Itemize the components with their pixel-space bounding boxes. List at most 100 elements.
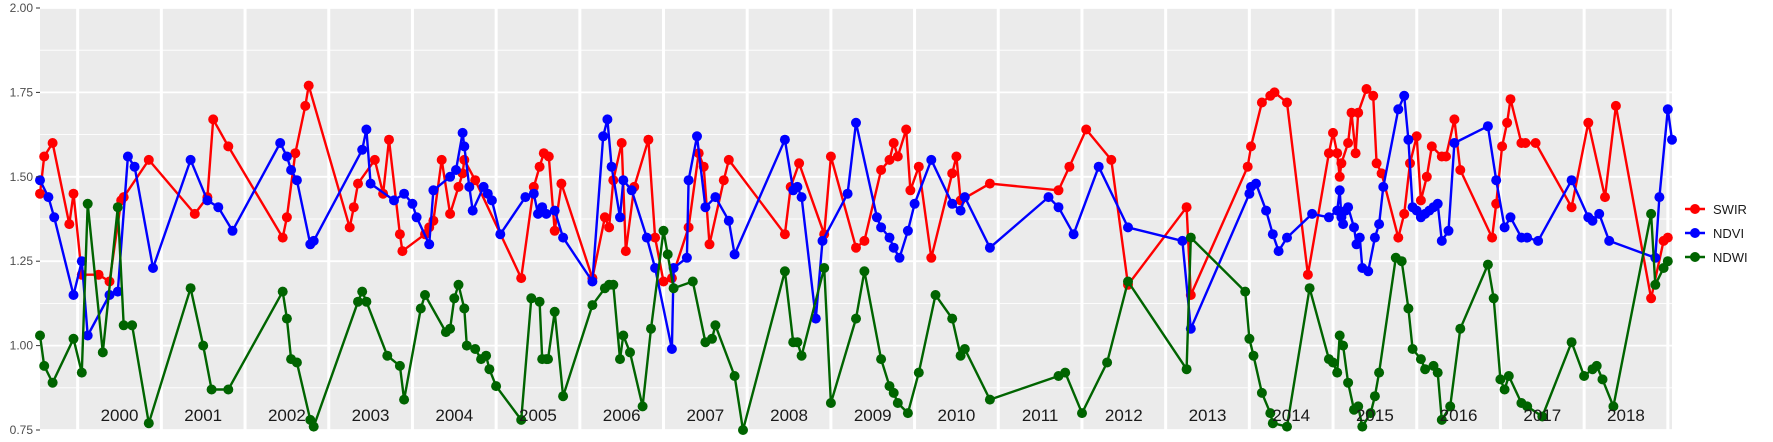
data-point-ndwi bbox=[47, 377, 58, 388]
year-label: 2003 bbox=[352, 406, 390, 425]
data-point-ndvi bbox=[1369, 232, 1380, 243]
data-point-ndwi bbox=[1415, 354, 1426, 365]
data-point-swir bbox=[718, 175, 729, 186]
data-point-swir bbox=[281, 212, 292, 223]
data-point-ndwi bbox=[1396, 256, 1407, 267]
data-point-ndvi bbox=[1349, 222, 1359, 233]
data-point-ndwi bbox=[913, 367, 924, 378]
data-point-ndwi bbox=[491, 381, 502, 392]
data-point-ndvi bbox=[1273, 246, 1284, 257]
data-point-ndwi bbox=[420, 290, 430, 300]
data-point-swir bbox=[1600, 192, 1610, 203]
data-point-swir bbox=[984, 178, 995, 189]
data-point-ndvi bbox=[894, 252, 905, 263]
data-point-ndvi bbox=[1363, 266, 1374, 277]
data-point-swir bbox=[64, 219, 75, 230]
data-point-ndvi bbox=[49, 212, 60, 223]
data-point-swir bbox=[1106, 154, 1117, 165]
data-point-swir bbox=[1646, 293, 1657, 304]
data-point-swir bbox=[951, 151, 962, 162]
data-point-ndwi bbox=[710, 320, 721, 331]
data-point-swir bbox=[1323, 148, 1334, 159]
data-point-ndvi bbox=[947, 198, 958, 209]
data-point-ndwi bbox=[587, 300, 598, 311]
data-point-ndwi bbox=[707, 333, 717, 344]
data-point-swir bbox=[303, 80, 314, 91]
data-point-ndwi bbox=[959, 344, 970, 354]
data-point-ndwi bbox=[1432, 367, 1443, 378]
data-point-swir bbox=[1662, 232, 1673, 243]
y-tick-label: 0.75 bbox=[10, 423, 34, 437]
y-tick-label: 1.75 bbox=[10, 85, 34, 99]
data-point-ndwi bbox=[1503, 371, 1514, 381]
data-point-ndwi bbox=[1282, 421, 1292, 432]
year-label: 2007 bbox=[686, 406, 724, 425]
data-point-ndvi bbox=[876, 222, 887, 233]
data-point-swir bbox=[1487, 232, 1498, 243]
data-point-ndwi bbox=[76, 367, 87, 378]
data-point-swir bbox=[1502, 117, 1513, 128]
data-point-ndwi bbox=[1334, 330, 1345, 341]
year-label: 2008 bbox=[770, 406, 808, 425]
data-point-ndvi bbox=[82, 330, 93, 341]
data-point-swir bbox=[543, 151, 554, 162]
data-point-ndvi bbox=[357, 144, 368, 155]
data-point-swir bbox=[1393, 232, 1404, 243]
data-point-ndvi bbox=[286, 165, 297, 175]
data-point-ndwi bbox=[470, 344, 481, 354]
data-point-ndwi bbox=[1185, 232, 1196, 243]
data-point-ndwi bbox=[851, 313, 861, 324]
data-point-ndvi bbox=[112, 286, 123, 297]
year-label: 2004 bbox=[435, 406, 473, 425]
data-point-ndvi bbox=[641, 232, 652, 243]
y-tick-label: 1.50 bbox=[10, 170, 34, 184]
data-point-ndvi bbox=[558, 232, 569, 243]
data-point-ndvi bbox=[428, 185, 439, 196]
data-point-ndvi bbox=[1594, 208, 1605, 219]
data-point-swir bbox=[926, 252, 937, 263]
data-point-ndwi bbox=[534, 296, 545, 307]
data-point-ndwi bbox=[1343, 377, 1354, 388]
data-point-swir bbox=[888, 138, 899, 148]
data-point-ndwi bbox=[1248, 350, 1259, 361]
data-point-ndvi bbox=[148, 263, 158, 273]
data-point-ndwi bbox=[1499, 384, 1510, 395]
data-point-ndvi bbox=[1499, 222, 1510, 233]
data-point-swir bbox=[1242, 161, 1253, 172]
data-point-swir bbox=[905, 185, 916, 196]
data-point-ndvi bbox=[1654, 192, 1665, 203]
data-point-ndwi bbox=[399, 394, 410, 405]
data-point-ndvi bbox=[842, 188, 853, 199]
data-point-ndvi bbox=[1261, 205, 1272, 216]
data-point-ndwi bbox=[902, 408, 913, 419]
data-point-ndwi bbox=[461, 340, 472, 351]
data-point-ndvi bbox=[1354, 232, 1365, 243]
data-point-ndwi bbox=[792, 337, 803, 348]
data-point-swir bbox=[1081, 124, 1092, 135]
data-point-swir bbox=[1328, 127, 1338, 138]
data-point-swir bbox=[1399, 208, 1410, 219]
data-point-swir bbox=[1368, 90, 1379, 101]
legend-key-ndwi bbox=[1690, 252, 1700, 262]
data-point-ndwi bbox=[445, 323, 456, 334]
data-point-swir bbox=[344, 222, 355, 233]
data-point-ndwi bbox=[394, 360, 405, 371]
legend-label-swir: SWIR bbox=[1713, 202, 1747, 217]
data-point-ndwi bbox=[361, 296, 372, 307]
data-point-swir bbox=[723, 154, 734, 165]
year-label: 2016 bbox=[1440, 406, 1478, 425]
data-point-ndwi bbox=[1566, 337, 1577, 348]
data-point-swir bbox=[913, 161, 924, 172]
data-point-ndwi bbox=[543, 354, 553, 365]
data-point-ndvi bbox=[35, 175, 45, 186]
data-point-swir bbox=[1530, 138, 1541, 148]
data-point-swir bbox=[1566, 202, 1577, 213]
data-point-swir bbox=[1505, 94, 1516, 105]
data-point-ndvi bbox=[587, 276, 598, 287]
data-point-swir bbox=[947, 168, 958, 179]
data-point-ndwi bbox=[608, 279, 619, 290]
data-point-ndvi bbox=[549, 205, 560, 216]
data-point-ndvi bbox=[275, 138, 286, 148]
data-point-ndwi bbox=[738, 425, 748, 435]
data-point-ndwi bbox=[1650, 279, 1661, 290]
